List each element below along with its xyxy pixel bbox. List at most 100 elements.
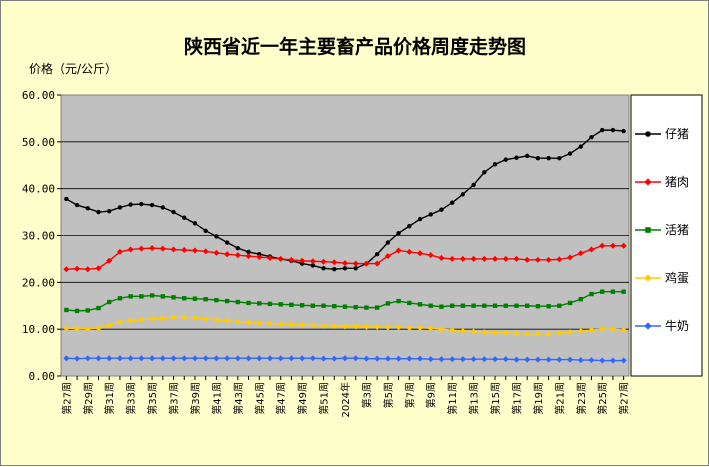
data-point	[577, 250, 584, 257]
data-point	[439, 207, 444, 212]
data-point	[266, 254, 273, 261]
data-point	[427, 325, 434, 332]
data-point	[256, 320, 263, 327]
data-point	[181, 247, 188, 254]
data-point	[320, 258, 327, 265]
data-point	[417, 216, 423, 222]
data-point	[417, 355, 424, 362]
data-point	[117, 296, 123, 301]
data-point	[74, 355, 81, 362]
data-point	[395, 247, 402, 254]
data-point	[514, 303, 519, 308]
data-point	[289, 302, 294, 308]
data-point	[645, 131, 651, 137]
data-point	[449, 327, 456, 334]
data-point	[524, 330, 531, 337]
data-point	[417, 302, 423, 307]
data-point	[213, 316, 220, 323]
data-point	[620, 357, 627, 364]
data-point	[492, 356, 499, 363]
data-point	[621, 289, 626, 294]
x-tick-label: 第13周	[468, 382, 481, 415]
data-point	[245, 319, 252, 326]
data-point	[492, 303, 498, 308]
x-tick-label: 第51周	[318, 382, 331, 415]
data-point	[246, 300, 251, 306]
data-point	[460, 303, 466, 308]
data-point	[96, 209, 101, 215]
data-point	[84, 266, 91, 273]
data-point	[589, 291, 594, 297]
data-point	[514, 155, 519, 160]
data-point	[257, 301, 262, 306]
data-point	[321, 303, 326, 308]
data-point	[116, 355, 123, 362]
data-point	[471, 303, 476, 308]
data-point	[246, 249, 251, 255]
data-point	[192, 296, 198, 301]
legend-entry: 牛奶	[635, 318, 689, 333]
data-point	[599, 357, 606, 364]
data-point	[202, 248, 209, 255]
data-point	[74, 202, 80, 208]
legend-entry: 鸡蛋	[635, 270, 689, 285]
data-point	[202, 355, 209, 362]
data-point	[203, 228, 208, 234]
data-point	[557, 156, 562, 161]
data-point	[524, 303, 530, 308]
x-tick-label: 第27周	[60, 382, 73, 415]
x-tick-label: 第45周	[253, 382, 266, 415]
data-point	[567, 328, 574, 335]
data-point	[170, 246, 177, 253]
data-point	[106, 257, 113, 264]
data-point	[107, 208, 112, 214]
data-point	[374, 355, 381, 362]
data-point	[342, 355, 348, 362]
data-point	[513, 255, 520, 262]
data-point	[149, 355, 156, 362]
series-仔猪	[64, 127, 626, 272]
data-point	[374, 323, 381, 330]
data-point	[63, 266, 70, 273]
data-point	[599, 326, 606, 333]
data-point	[213, 249, 220, 256]
data-point	[310, 303, 316, 308]
data-point	[406, 324, 413, 331]
x-tick-label: 第39周	[189, 382, 202, 415]
data-point	[138, 355, 145, 362]
legend-label: 猪肉	[665, 175, 689, 189]
data-point	[288, 321, 295, 328]
x-tick-label: 第5周	[382, 382, 395, 408]
y-axis-label: 价格（元/公斤）	[29, 61, 117, 76]
data-point	[256, 355, 263, 362]
legend-label: 鸡蛋	[665, 270, 689, 285]
data-point	[191, 355, 198, 362]
data-point	[353, 266, 358, 271]
y-tick-label: 50.00	[22, 136, 55, 149]
data-point	[438, 326, 445, 333]
data-point	[277, 355, 284, 362]
data-point	[588, 246, 595, 253]
x-tick-label: 第47周	[275, 382, 288, 415]
data-point	[277, 321, 284, 328]
data-point	[459, 255, 466, 262]
data-point	[610, 127, 616, 133]
gridlines	[61, 141, 629, 330]
data-point	[513, 356, 520, 363]
data-point	[191, 314, 198, 321]
data-point	[149, 293, 155, 298]
data-point	[181, 314, 188, 321]
data-point	[74, 265, 81, 272]
data-point	[556, 329, 563, 336]
data-point	[449, 255, 456, 262]
legend-entry: 猪肉	[635, 175, 689, 189]
data-point	[85, 206, 90, 211]
data-point	[267, 301, 273, 307]
data-point	[160, 294, 166, 299]
data-point	[407, 300, 412, 306]
x-tick-label: 第11周	[446, 382, 459, 415]
x-tick-label: 第3周	[360, 382, 373, 408]
data-point	[395, 324, 402, 331]
data-point	[331, 259, 338, 266]
data-point	[342, 266, 348, 271]
